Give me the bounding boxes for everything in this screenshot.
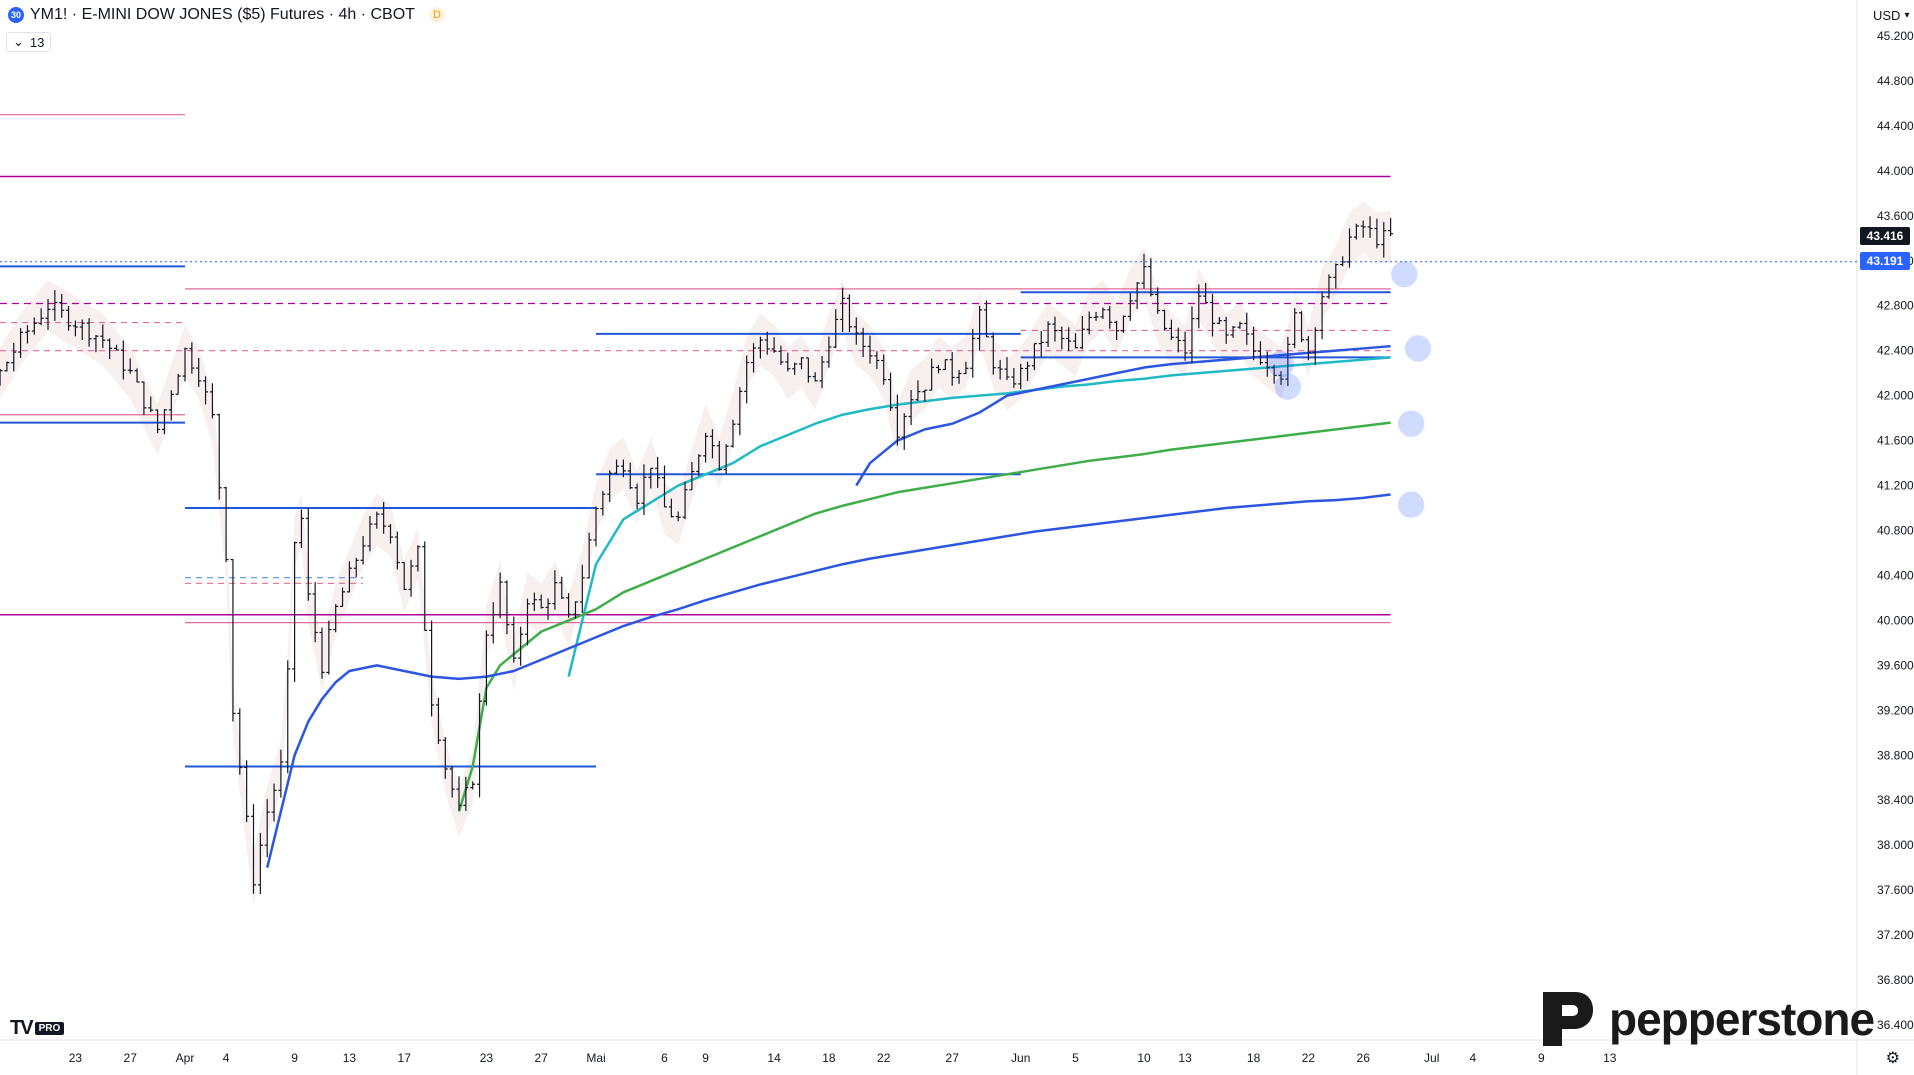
time-tick-label: 27 xyxy=(535,1051,549,1065)
price-tick-label: 38.800 xyxy=(1877,748,1914,762)
price-tick-label: 42.800 xyxy=(1877,299,1914,313)
price-tick-label: 40.400 xyxy=(1877,568,1914,582)
time-tick-label: 9 xyxy=(291,1051,298,1065)
price-tick-label: 39.200 xyxy=(1877,703,1914,717)
moving-average-line xyxy=(567,356,1391,677)
alert-marker[interactable] xyxy=(1274,373,1302,401)
price-tick-label: 44.400 xyxy=(1877,119,1914,133)
chevron-down-icon[interactable]: ⌄ xyxy=(13,34,24,49)
alert-marker[interactable] xyxy=(1390,260,1418,288)
price-tick-label: 36.400 xyxy=(1877,1018,1914,1032)
price-tick-label: 38.000 xyxy=(1877,838,1914,852)
indicator-toggle[interactable]: ⌄ 13 xyxy=(6,32,52,52)
moving-average-line xyxy=(855,344,1391,487)
price-tick-label: 45.200 xyxy=(1877,29,1914,43)
time-axis[interactable]: 23 27 Apr 4 9 13 17 23 27 Mai 6 9 14 18 22 27 Jun 5 10 13 18… xyxy=(69,1051,1617,1065)
price-tick-label: 41.200 xyxy=(1877,479,1914,493)
tv-logo-mark: TV xyxy=(10,1017,34,1039)
tradingview-logo[interactable]: TV PRO xyxy=(10,1017,65,1040)
time-tick-label: 4 xyxy=(1469,1051,1476,1065)
moving-averages xyxy=(265,344,1391,868)
candles xyxy=(0,216,1394,895)
time-tick-label: 23 xyxy=(480,1051,494,1065)
time-tick-label: 5 xyxy=(1072,1051,1079,1065)
price-tick-label: 44.000 xyxy=(1877,164,1914,178)
price-tick-label: 42.400 xyxy=(1877,344,1914,358)
chart-title[interactable]: 30 YM1! · E-MINI DOW JONES ($5) Futures … xyxy=(8,6,445,24)
price-tick-label: 40.000 xyxy=(1877,613,1914,627)
currency-chevron-icon: ▾ xyxy=(1904,10,1910,21)
currency-selector[interactable]: USD ▾ xyxy=(1873,8,1909,23)
time-tick-label: 6 xyxy=(661,1051,668,1065)
time-tick-label: 27 xyxy=(946,1051,960,1065)
pepperstone-logo: pepperstone xyxy=(1535,988,1875,1050)
moving-average-line xyxy=(457,421,1391,812)
time-tick-label: Jun xyxy=(1011,1051,1030,1065)
pepperstone-wordmark: pepperstone xyxy=(1609,993,1875,1045)
price-tick-label: 44.800 xyxy=(1877,74,1914,88)
time-tick-label: Apr xyxy=(176,1051,195,1065)
alert-marker[interactable] xyxy=(1404,334,1432,362)
last-price-tag: 43.416 xyxy=(1860,227,1910,245)
time-tick-label: 26 xyxy=(1357,1051,1371,1065)
time-tick-label: 10 xyxy=(1137,1051,1151,1065)
moving-average-line xyxy=(265,493,1391,868)
tv-pro-badge: PRO xyxy=(34,1022,65,1035)
time-tick-label: Jul xyxy=(1424,1051,1439,1065)
time-tick-label: 14 xyxy=(767,1051,781,1065)
horizontal-levels xyxy=(0,114,1857,768)
currency-label[interactable]: USD xyxy=(1873,8,1901,23)
time-tick-label: 4 xyxy=(223,1051,230,1065)
alert-marker[interactable] xyxy=(1397,410,1425,438)
time-tick-label: 13 xyxy=(1603,1051,1617,1065)
price-tick-label: 42.000 xyxy=(1877,389,1914,403)
price-tick-label: 43.600 xyxy=(1877,209,1914,223)
symbol-title[interactable]: YM1! · E-MINI DOW JONES ($5) Futures · 4… xyxy=(30,6,415,23)
price-tick-label: 37.600 xyxy=(1877,883,1914,897)
price-tick-label: 40.800 xyxy=(1877,524,1914,538)
gear-icon[interactable]: ⚙ xyxy=(1885,1050,1900,1067)
time-tick-label: 9 xyxy=(1538,1051,1545,1065)
time-tick-label: 17 xyxy=(398,1051,412,1065)
alert-marker[interactable] xyxy=(1267,350,1295,378)
time-tick-label: 23 xyxy=(69,1051,83,1065)
time-tick-label: 13 xyxy=(343,1051,357,1065)
time-tick-label: Mai xyxy=(586,1051,605,1065)
price-tick-label: 36.800 xyxy=(1877,973,1914,987)
pepperstone-p-logo xyxy=(1543,992,1593,1046)
time-tick-label: 22 xyxy=(877,1051,891,1065)
alert-markers[interactable] xyxy=(1267,260,1432,519)
time-tick-label: 22 xyxy=(1302,1051,1316,1065)
time-tick-label: 27 xyxy=(124,1051,138,1065)
alert-marker[interactable] xyxy=(1397,491,1425,519)
price-tick-label: 41.600 xyxy=(1877,434,1914,448)
time-tick-label: 13 xyxy=(1178,1051,1192,1065)
symbol-icon: 30 xyxy=(8,7,24,23)
time-tick-label: 18 xyxy=(1247,1051,1261,1065)
price-tick-label: 39.600 xyxy=(1877,658,1914,672)
reference-price-tag: 43.191 xyxy=(1860,252,1910,270)
indicator-count: 13 xyxy=(29,34,45,50)
session-badge[interactable]: D xyxy=(428,7,445,23)
price-tick-label: 38.400 xyxy=(1877,793,1914,807)
time-tick-label: 9 xyxy=(702,1051,709,1065)
time-tick-label: 18 xyxy=(822,1051,836,1065)
price-tick-label: 37.200 xyxy=(1877,928,1914,942)
